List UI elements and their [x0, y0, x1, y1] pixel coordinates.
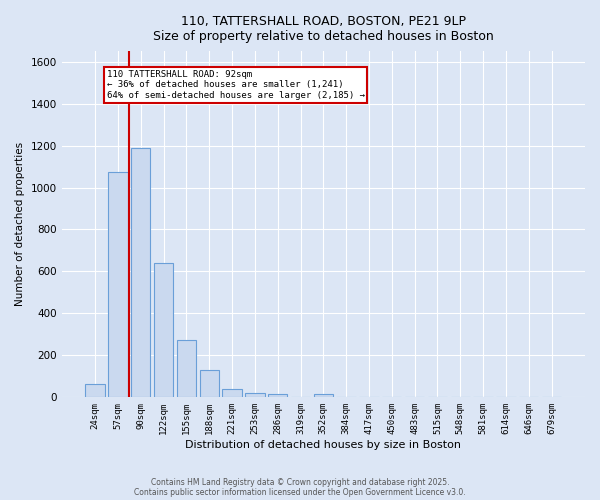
Bar: [200, 370, 219, 398]
Bar: [154, 263, 173, 398]
Bar: [268, 394, 287, 398]
Bar: [223, 389, 242, 398]
Bar: [245, 393, 265, 398]
Bar: [85, 384, 105, 398]
Bar: [131, 148, 151, 398]
Bar: [314, 394, 333, 398]
Y-axis label: Number of detached properties: Number of detached properties: [15, 142, 25, 306]
Text: 110 TATTERSHALL ROAD: 92sqm
← 36% of detached houses are smaller (1,241)
64% of : 110 TATTERSHALL ROAD: 92sqm ← 36% of det…: [107, 70, 365, 100]
Bar: [108, 172, 128, 398]
X-axis label: Distribution of detached houses by size in Boston: Distribution of detached houses by size …: [185, 440, 461, 450]
Bar: [177, 340, 196, 398]
Title: 110, TATTERSHALL ROAD, BOSTON, PE21 9LP
Size of property relative to detached ho: 110, TATTERSHALL ROAD, BOSTON, PE21 9LP …: [153, 15, 494, 43]
Text: Contains HM Land Registry data © Crown copyright and database right 2025.
Contai: Contains HM Land Registry data © Crown c…: [134, 478, 466, 497]
